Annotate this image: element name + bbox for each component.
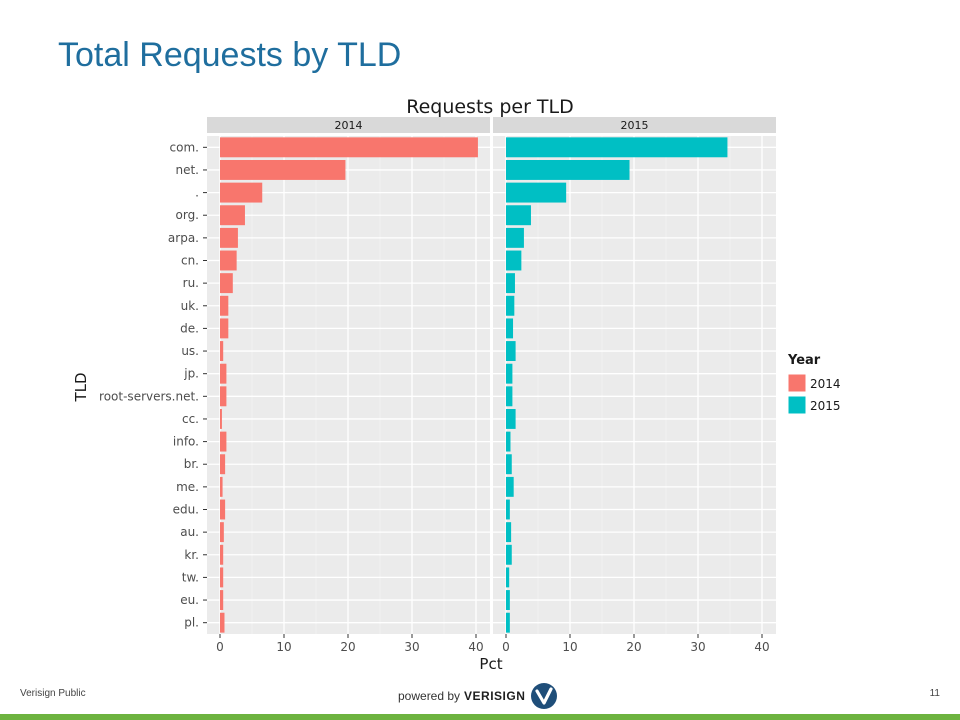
y-tick-label: ru. xyxy=(183,276,199,290)
x-tick-label: 10 xyxy=(562,640,577,654)
bar-2014-pl. xyxy=(220,612,225,633)
bar-2015-us. xyxy=(506,341,516,362)
x-axis-label: Pct xyxy=(479,655,502,673)
bar-2015-com. xyxy=(506,137,728,158)
y-tick-label: org. xyxy=(176,208,200,222)
verisign-check-icon xyxy=(531,683,558,709)
bar-2014-me. xyxy=(220,476,223,497)
facet-strip-2014 xyxy=(207,117,490,133)
bar-2015-cn. xyxy=(506,250,522,271)
footer-classification: Verisign Public xyxy=(20,688,86,699)
bar-2014-arpa. xyxy=(220,227,238,248)
bar-2015-pl. xyxy=(506,612,510,633)
y-tick-label: br. xyxy=(184,457,199,471)
bar-2015-de. xyxy=(506,318,514,339)
x-tick-label: 10 xyxy=(276,640,291,654)
bar-2014-ru. xyxy=(220,273,233,294)
bar-2014-de. xyxy=(220,318,229,339)
y-tick-label: us. xyxy=(181,344,199,358)
bar-2014-cc. xyxy=(220,408,222,429)
bar-2015-. xyxy=(506,182,567,203)
bar-2015-net. xyxy=(506,159,630,180)
bar-2015-arpa. xyxy=(506,227,524,248)
bar-2015-cc. xyxy=(506,408,516,429)
x-tick-label: 20 xyxy=(340,640,355,654)
bar-2015-br. xyxy=(506,454,512,475)
chart-legend: Year 2014 2015 xyxy=(787,353,841,415)
bar-2015-au. xyxy=(506,522,512,543)
legend-label: 2015 xyxy=(810,399,841,413)
bar-2015-uk. xyxy=(506,295,515,316)
bar-2015-tw. xyxy=(506,567,510,588)
bar-2015-me. xyxy=(506,476,514,497)
y-tick-label: com. xyxy=(170,140,199,154)
bar-2014-uk. xyxy=(220,295,229,316)
facet-strip-label: 2015 xyxy=(621,119,649,132)
facet-strip-2015 xyxy=(493,117,776,133)
bar-2014-edu. xyxy=(220,499,226,520)
bar-2014-eu. xyxy=(220,590,224,611)
page-number: 11 xyxy=(929,688,940,699)
bar-2015-org. xyxy=(506,205,531,226)
bar-2014-root-servers.net. xyxy=(220,386,227,407)
powered-by-text: powered by xyxy=(398,689,461,703)
bar-2014-us. xyxy=(220,341,224,362)
bar-2014-info. xyxy=(220,431,227,452)
y-tick-label: tw. xyxy=(182,570,199,584)
bar-2014-kr. xyxy=(220,544,224,565)
bar-2014-tw. xyxy=(220,567,224,588)
x-tick-label: 40 xyxy=(468,640,483,654)
y-tick-label: cc. xyxy=(182,412,199,426)
bar-2014-au. xyxy=(220,522,224,543)
y-tick-label: pl. xyxy=(184,616,199,630)
y-tick-label: jp. xyxy=(183,367,199,381)
bar-2014-org. xyxy=(220,205,245,226)
bar-2014-net. xyxy=(220,159,346,180)
bar-2014-jp. xyxy=(220,363,227,384)
bar-2014-cn. xyxy=(220,250,237,271)
footer-accent-bar xyxy=(0,714,960,720)
y-tick-label: info. xyxy=(173,435,199,449)
bar-2015-jp. xyxy=(506,363,513,384)
y-tick-label: root-servers.net. xyxy=(99,389,199,403)
legend-title: Year xyxy=(787,353,821,368)
y-tick-label: de. xyxy=(180,321,199,335)
requests-per-tld-chart: Requests per TLD TLD Pct 2014 0 10 20 30 40 20… xyxy=(72,96,841,673)
bar-2015-kr. xyxy=(506,544,512,565)
chart-title: Requests per TLD xyxy=(406,96,574,118)
x-tick-label: 0 xyxy=(216,640,224,654)
facet-strip-label: 2014 xyxy=(335,119,363,132)
y-tick-label: uk. xyxy=(181,299,199,313)
bar-2014-com. xyxy=(220,137,478,158)
y-axis-label: TLD xyxy=(72,372,90,402)
y-tick-label: net. xyxy=(175,163,199,177)
y-tick-label: eu. xyxy=(180,593,199,607)
legend-key-2015 xyxy=(787,395,807,415)
x-tick-label: 40 xyxy=(754,640,769,654)
y-tick-label: kr. xyxy=(184,548,199,562)
bar-2015-ru. xyxy=(506,273,515,294)
bar-2015-root-servers.net. xyxy=(506,386,513,407)
y-tick-label: au. xyxy=(180,525,199,539)
verisign-wordmark: VERISIGN xyxy=(464,689,526,703)
slide-title: Total Requests by TLD xyxy=(58,36,402,74)
bar-2015-info. xyxy=(506,431,511,452)
y-tick-label: cn. xyxy=(181,254,199,268)
y-tick-label: edu. xyxy=(173,503,199,517)
legend-key-2014 xyxy=(787,373,807,393)
y-tick-label: . xyxy=(195,186,199,200)
legend-label: 2014 xyxy=(810,377,841,391)
x-tick-label: 30 xyxy=(404,640,419,654)
x-tick-label: 20 xyxy=(626,640,641,654)
x-tick-label: 0 xyxy=(502,640,510,654)
powered-by-logo: powered by VERISIGN xyxy=(398,681,559,711)
bar-2014-br. xyxy=(220,454,226,475)
y-tick-label: arpa. xyxy=(168,231,199,245)
x-tick-label: 30 xyxy=(690,640,705,654)
y-tick-label: me. xyxy=(176,480,199,494)
bar-2015-edu. xyxy=(506,499,510,520)
bar-2015-eu. xyxy=(506,590,510,611)
bar-2014-. xyxy=(220,182,263,203)
